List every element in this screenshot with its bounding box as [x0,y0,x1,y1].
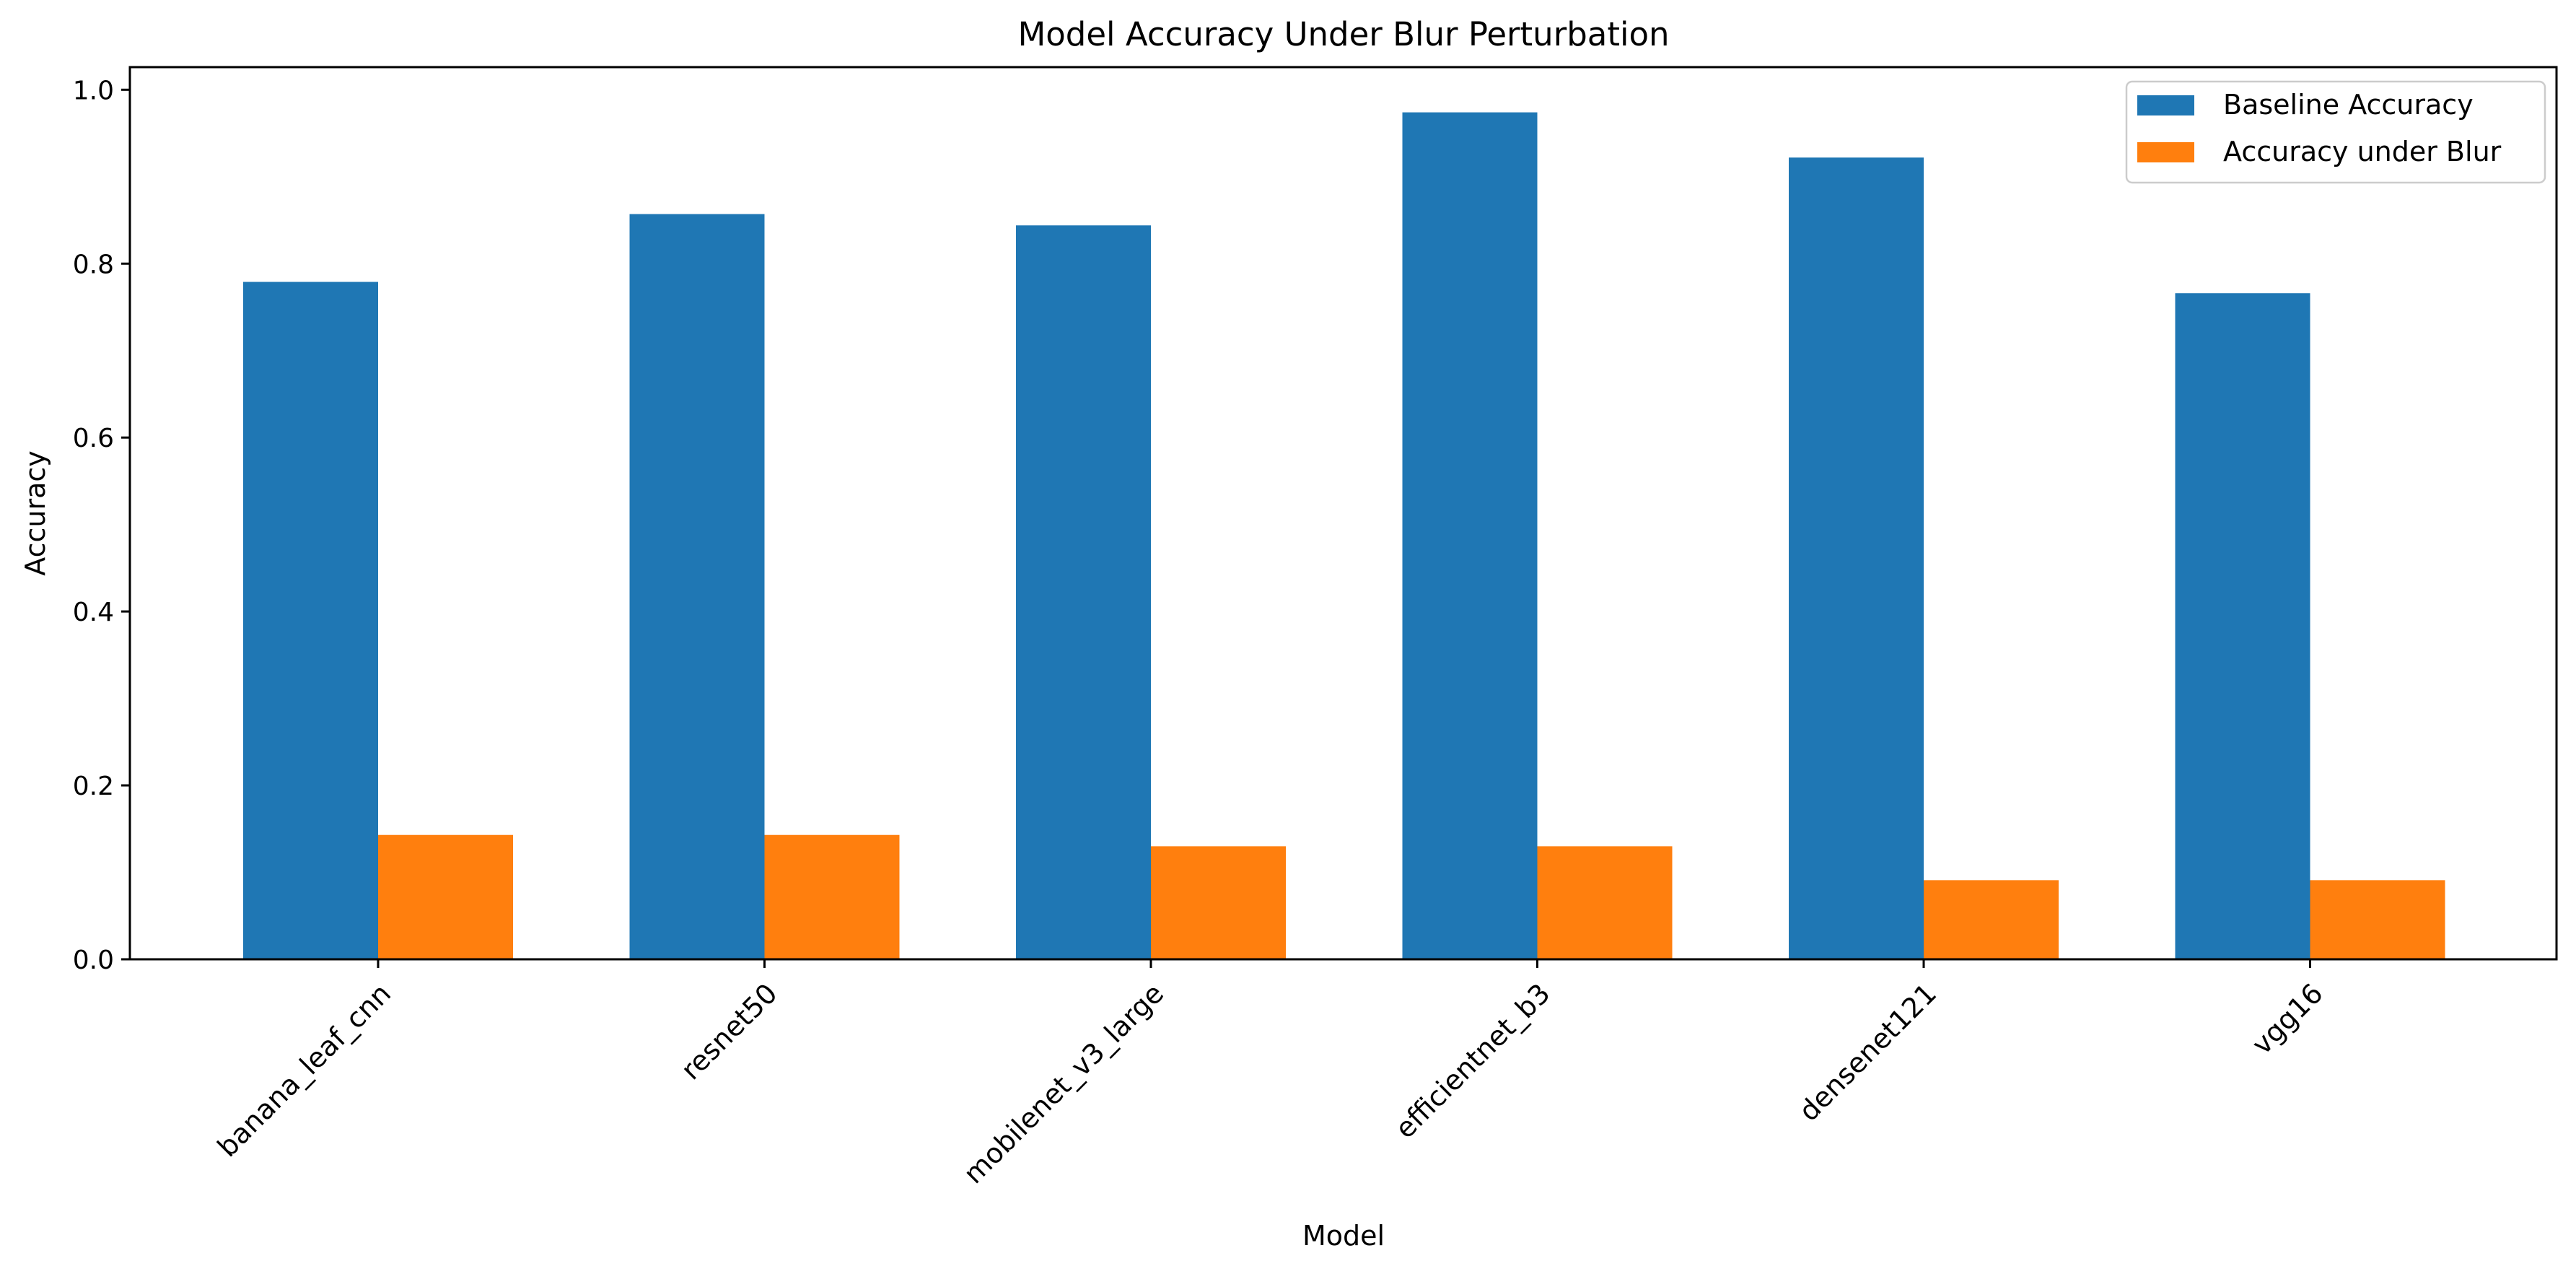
bar-baseline-vgg16 [2175,293,2310,959]
bar-blur-resnet50 [764,834,900,959]
legend: Baseline Accuracy Accuracy under Blur [2125,80,2546,184]
bar-blur-vgg16 [2310,880,2445,959]
y-axis: 0.0 0.2 0.4 0.6 0.8 1.0 [73,76,130,975]
x-tick-label-efficientnet_b3: efficientnet_b3 [1389,977,1556,1145]
bar-blur-mobilenet_v3_large [1151,846,1286,959]
legend-swatch-blur [2137,142,2194,162]
x-tick-label-densenet121: densenet121 [1793,977,1943,1127]
legend-label-baseline: Baseline Accuracy [2223,89,2474,121]
x-tick-label-resnet50: resnet50 [675,977,783,1086]
bar-baseline-banana_leaf_cnn [243,282,378,959]
x-tick-label-mobilenet_v3_large: mobilenet_v3_large [958,977,1170,1190]
y-tick-label-0.8: 0.8 [73,250,114,279]
y-tick-label-0.0: 0.0 [73,946,114,975]
x-tick-label-vgg16: vgg16 [2246,977,2329,1060]
bar-blur-densenet121 [1924,880,2059,959]
chart-title: Model Accuracy Under Blur Perturbation [1017,15,1669,53]
y-tick-label-1.0: 1.0 [73,76,114,105]
x-axis-label: Model [1302,1220,1385,1252]
y-tick-label-0.2: 0.2 [73,772,114,801]
y-tick-label-0.6: 0.6 [73,424,114,453]
y-axis-label: Accuracy [19,450,51,576]
bar-blur-banana_leaf_cnn [378,834,513,959]
plot-frame [128,66,2558,961]
bar-baseline-resnet50 [629,214,765,960]
bar-blur-efficientnet_b3 [1537,846,1673,959]
x-tick-label-banana_leaf_cnn: banana_leaf_cnn [211,977,397,1163]
bar-baseline-efficientnet_b3 [1402,112,1538,959]
y-tick-label-0.4: 0.4 [73,598,114,627]
bars-layer [243,112,2445,960]
legend-frame [2125,80,2546,184]
x-axis: banana_leaf_cnn resnet50 mobilenet_v3_larg… [211,959,2329,1190]
legend-label-blur: Accuracy under Blur [2223,136,2502,167]
bar-baseline-densenet121 [1789,157,1924,960]
bar-baseline-mobilenet_v3_large [1016,225,1151,959]
legend-swatch-baseline [2137,95,2194,115]
